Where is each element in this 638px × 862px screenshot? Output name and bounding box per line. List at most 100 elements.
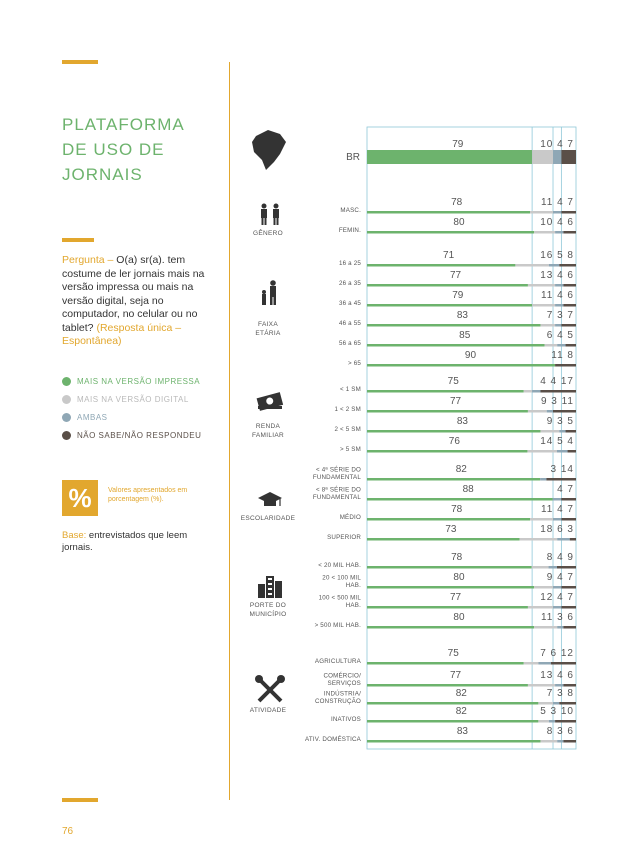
value-label: 8 4 9 — [547, 552, 574, 563]
bar-segment — [367, 231, 535, 234]
value-label: 4 7 — [557, 484, 574, 495]
bar-segment — [563, 304, 576, 307]
gender-icon — [261, 203, 279, 225]
percent-badge: % — [62, 480, 98, 516]
bar-segment — [538, 720, 549, 723]
value-label: 79 — [452, 290, 464, 301]
bar-segment — [367, 684, 528, 687]
tools-icon — [255, 675, 285, 703]
value-label: 77 — [450, 670, 462, 681]
question-text: Pergunta – O(a) sr(a). tem costume de le… — [62, 254, 222, 349]
value-label: 11 4 6 — [541, 290, 574, 301]
bar-segment — [527, 606, 554, 609]
graduation-cap-icon — [258, 492, 282, 506]
value-label: 83 — [457, 310, 469, 321]
bar-segment — [367, 264, 516, 267]
bar-segment — [527, 450, 557, 453]
value-label: 79 — [452, 139, 464, 150]
row-label: 46 a 55 — [339, 320, 361, 327]
value-label: 5 3 10 — [540, 706, 574, 717]
bar-segment — [523, 390, 533, 393]
row-label: < 1 SM — [340, 386, 361, 393]
bar-segment — [367, 586, 535, 589]
bar-segment — [515, 264, 549, 267]
legend-item-impressa: MAIS NA VERSÃO IMPRESSA — [62, 377, 200, 386]
value-label: 3 14 — [551, 464, 574, 475]
bar-segment — [367, 390, 524, 393]
bar-segment — [531, 566, 549, 569]
bar-segment — [553, 211, 562, 214]
note-text: Valores apresentados em porcentagem (%). — [108, 487, 188, 503]
value-label: 80 — [453, 572, 465, 583]
bar-segment — [565, 344, 576, 347]
value-label: 88 — [463, 484, 475, 495]
bar-segment — [530, 518, 554, 521]
bar-segment — [557, 566, 576, 569]
row-label: AGRICULTURA — [315, 658, 362, 665]
bar-segment — [553, 410, 576, 413]
group-label-5-0: PORTE DO — [250, 602, 286, 609]
bar-segment — [534, 586, 554, 589]
row-label: HAB. — [346, 602, 361, 609]
row-label: FUNDAMENTAL — [313, 474, 362, 481]
bar-segment — [563, 626, 576, 629]
bar-segment — [530, 211, 554, 214]
value-label: 7 3 8 — [547, 688, 574, 699]
bar-segment — [557, 450, 568, 453]
question-prefix: Pergunta – — [62, 254, 114, 266]
bar-segment — [553, 518, 562, 521]
value-label: 78 — [451, 504, 463, 515]
bar-segment — [555, 720, 576, 723]
value-label: 77 — [450, 592, 462, 603]
bar-segment — [561, 211, 576, 214]
age-icon — [262, 280, 276, 305]
legend-swatch-ns — [62, 431, 71, 440]
row-label: 16 a 25 — [339, 260, 361, 267]
bar-segment — [367, 478, 541, 481]
bar-segment — [367, 211, 531, 214]
bar-segment — [561, 586, 576, 589]
bar-segment — [569, 538, 576, 541]
group-label-2-0: FAIXA — [258, 321, 278, 328]
row-label: BR — [346, 152, 360, 163]
legend-item-ns: NÃO SABE/NÃO RESPONDEU — [62, 431, 201, 440]
legend-swatch-impressa — [62, 377, 71, 386]
bar-segment — [527, 410, 547, 413]
legend-label-ambas: AMBAS — [77, 413, 108, 422]
row-label: > 500 MIL HAB. — [315, 622, 362, 629]
bar-segment — [367, 606, 528, 609]
bar-segment — [555, 304, 564, 307]
row-label: < 20 MIL HAB. — [318, 562, 361, 569]
page-title: PLATAFORMA DE USO DE JORNAIS — [62, 115, 185, 184]
bar-segment — [367, 626, 535, 629]
bar-segment — [367, 720, 539, 723]
bar-segment — [546, 410, 554, 413]
bar-segment — [367, 740, 541, 743]
value-label: 80 — [453, 612, 465, 623]
value-label: 83 — [457, 726, 469, 737]
value-label: 14 5 4 — [540, 436, 574, 447]
bar-segment — [367, 304, 533, 307]
legend-label-impressa: MAIS NA VERSÃO IMPRESSA — [77, 377, 201, 386]
bar-segment — [553, 702, 560, 705]
bar-segment — [523, 662, 539, 665]
bar-segment — [527, 284, 556, 287]
value-label: 75 — [448, 376, 460, 387]
question-body: O(a) sr(a). tem costume de ler jornais m… — [62, 254, 205, 334]
row-label: 100 < 500 MIL — [319, 595, 362, 602]
bar-segment — [561, 150, 576, 164]
value-label: 18 6 3 — [540, 524, 574, 535]
bar-segment — [555, 324, 562, 327]
bar-segment — [538, 702, 554, 705]
row-label: SERVIÇOS — [328, 680, 361, 687]
bar-segment — [367, 150, 533, 164]
value-label: 13 4 6 — [540, 670, 574, 681]
top-accent-bar — [62, 60, 98, 64]
value-label: 11 4 7 — [541, 504, 574, 515]
bar-segment — [548, 720, 556, 723]
row-label: 1 < 2 SM — [334, 406, 361, 413]
value-label: 90 — [465, 350, 477, 361]
bar-segment — [527, 684, 556, 687]
value-label: 7 3 7 — [547, 310, 574, 321]
value-label: 82 — [456, 464, 468, 475]
